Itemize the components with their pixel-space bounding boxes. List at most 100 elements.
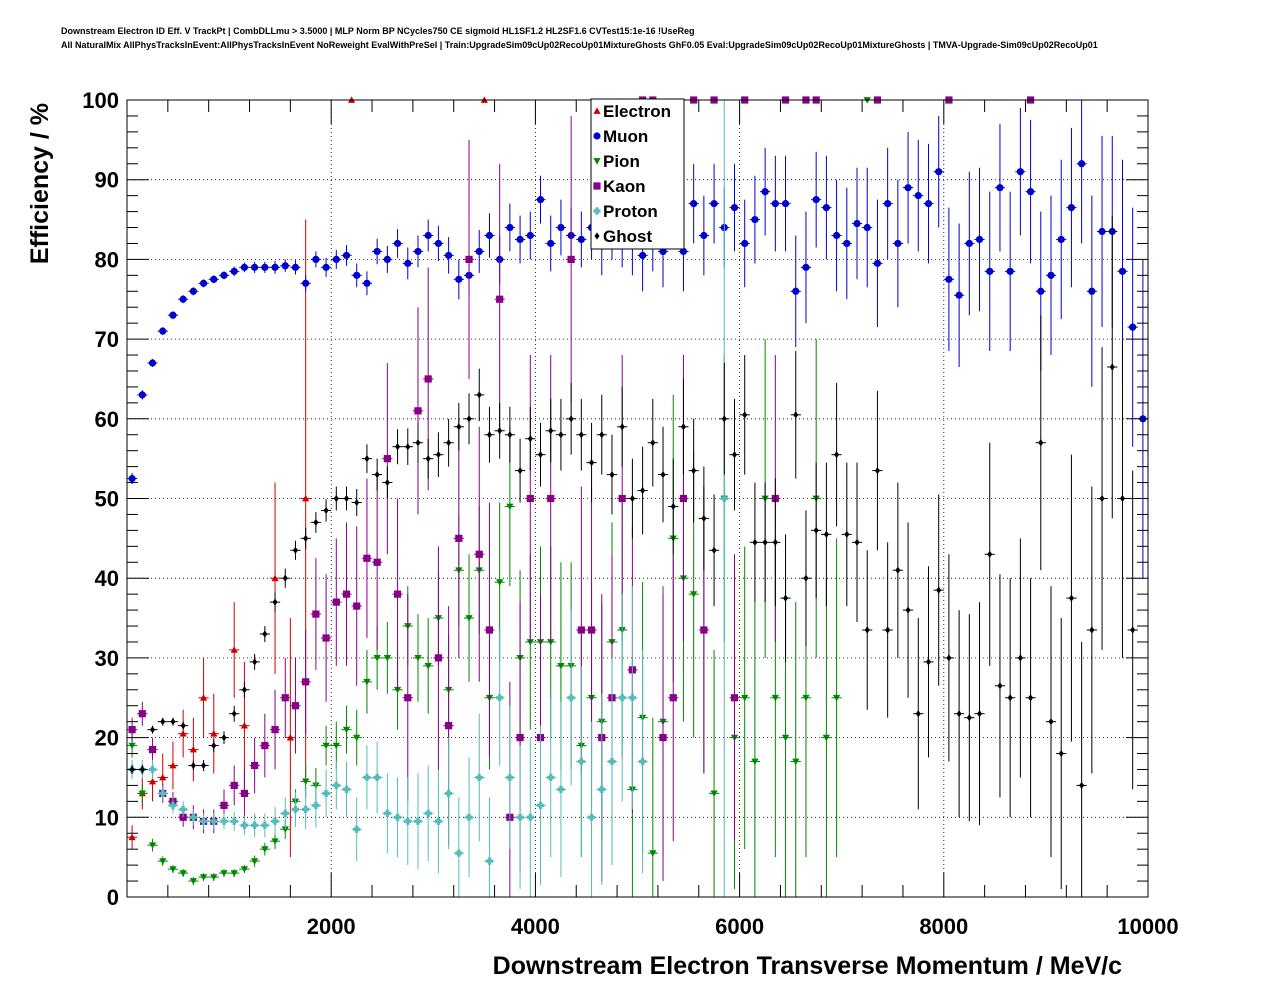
muon-point	[659, 247, 667, 256]
proton-point	[608, 757, 616, 766]
ghost-point	[905, 606, 911, 614]
ghost-point	[139, 765, 145, 774]
muon-point	[1037, 287, 1045, 295]
muon-point	[251, 263, 259, 271]
series-muon	[127, 100, 1148, 579]
ghost-point	[201, 761, 207, 770]
ghost-point	[190, 761, 196, 770]
proton-point	[587, 813, 596, 821]
pion-point	[771, 694, 779, 702]
proton-point	[271, 817, 279, 825]
ghost-point	[1089, 626, 1095, 634]
ghost-point	[640, 486, 646, 495]
kaon-point	[659, 734, 667, 742]
muon-point	[1129, 323, 1137, 331]
pion-point	[802, 694, 810, 702]
kaon-point	[475, 550, 483, 558]
ghost-point	[987, 550, 993, 558]
ghost-point	[425, 455, 431, 463]
ghost-point	[476, 391, 482, 399]
y-tick-label: 50	[95, 487, 119, 512]
proton-point	[230, 817, 238, 825]
ghost-point	[364, 455, 370, 463]
ghost-point	[395, 443, 401, 451]
proton-point	[322, 789, 330, 797]
muon-point	[894, 239, 902, 248]
muon-point	[577, 235, 585, 244]
ghost-point	[997, 682, 1003, 690]
proton-point	[526, 813, 534, 821]
legend-marker-proton	[593, 207, 601, 215]
ghost-point	[1109, 363, 1115, 371]
muon-point	[220, 271, 228, 279]
ghost-point	[211, 741, 217, 750]
proton-point	[261, 821, 269, 829]
y-tick-label: 60	[95, 407, 119, 432]
muon-point	[169, 311, 177, 319]
pion-point	[373, 655, 381, 662]
proton-point	[383, 809, 391, 817]
pion-point	[506, 503, 514, 511]
legend-label-electron: Electron	[603, 102, 671, 121]
legend-box	[590, 98, 685, 250]
y-axis-title: Efficiency / %	[26, 103, 54, 264]
ghost-point	[670, 502, 676, 511]
kaon-point	[496, 295, 504, 303]
muon-point	[414, 247, 422, 256]
kaon-point	[414, 407, 422, 415]
muon-point	[1088, 287, 1096, 295]
ghost-point	[711, 546, 717, 554]
kaon-point	[302, 678, 310, 686]
muon-point	[832, 231, 841, 240]
proton-point	[220, 817, 228, 825]
proton-point	[434, 817, 443, 825]
electron-point	[159, 773, 167, 781]
ghost-point	[486, 431, 492, 439]
muon-point	[536, 196, 545, 204]
proton-point	[332, 781, 340, 790]
muon-point	[1078, 160, 1086, 168]
proton-point	[210, 817, 218, 825]
proton-point	[455, 849, 463, 857]
ghost-point	[966, 714, 972, 722]
ghost-point	[977, 710, 983, 718]
proton-point	[424, 809, 432, 817]
ghost-point	[599, 431, 605, 439]
legend-marker-muon	[593, 132, 601, 140]
legend: Electron Muon Pion Kaon Proton Ghost	[590, 98, 685, 250]
ghost-point	[660, 470, 666, 479]
header-line-1: Downstream Electron ID Eff. V TrackPt | …	[61, 26, 695, 36]
muon-point	[322, 263, 330, 271]
kaon-point	[679, 494, 688, 503]
legend-marker-ghost	[594, 232, 600, 240]
electron-point	[302, 494, 310, 502]
kaon-point	[455, 534, 463, 542]
muon-point	[404, 259, 412, 267]
electron-point	[286, 734, 294, 741]
muon-point	[281, 262, 289, 270]
ghost-point	[1119, 494, 1125, 503]
muon-point	[914, 192, 922, 200]
y-tick-label: 80	[95, 247, 119, 272]
muon-point	[312, 255, 320, 263]
pion-point	[393, 686, 402, 694]
ghost-point	[384, 478, 390, 487]
ghost-point	[180, 722, 186, 730]
kaon-point	[404, 694, 412, 702]
proton-point	[536, 801, 545, 809]
ghost-point	[793, 411, 799, 419]
kaon-point	[373, 558, 381, 566]
kaon-point	[730, 694, 739, 702]
proton-point	[169, 801, 177, 809]
pion-point	[210, 874, 218, 881]
muon-point	[291, 263, 300, 271]
muon-point	[822, 203, 830, 212]
electron-point	[148, 777, 157, 785]
pion-point	[342, 726, 351, 734]
proton-point	[189, 813, 197, 821]
kaon-point	[424, 375, 432, 383]
kaon-point	[342, 590, 351, 598]
proton-point	[281, 809, 289, 817]
ghost-point	[1017, 654, 1023, 662]
